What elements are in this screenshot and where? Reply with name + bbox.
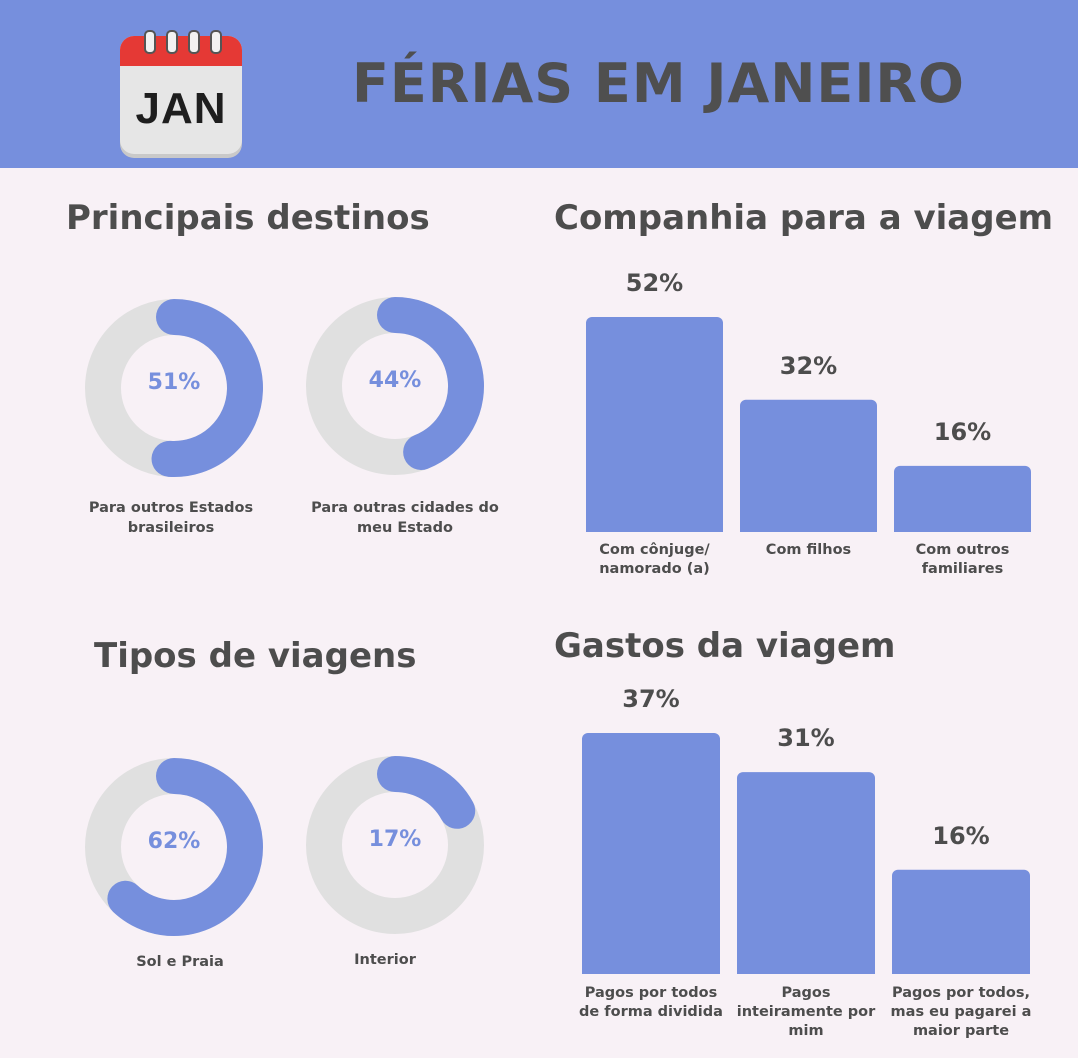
donut-value: 62% (147, 829, 201, 854)
header-banner: JAN FÉRIAS EM JANEIRO (0, 0, 1078, 168)
bar-category-label: Com filhos (765, 542, 852, 558)
donut-tipos-interior-svg (306, 756, 484, 934)
bar (737, 772, 875, 980)
donut-value: 44% (368, 368, 422, 393)
bar (892, 869, 1030, 980)
bar-value-label: 16% (933, 417, 992, 446)
bar-category-label: Com cônjuge/ namorado (a) (599, 542, 710, 577)
bar (894, 465, 1031, 538)
companhia-bars (585, 317, 1032, 540)
bar (740, 399, 877, 538)
bar-base-mask (585, 532, 724, 540)
bar-category-label: Pagos inteiramente por mim (736, 985, 876, 1039)
page-title: FÉRIAS EM JANEIRO (352, 52, 965, 115)
gastos-bars (581, 733, 1031, 982)
calendar-text: JAN (135, 84, 227, 133)
donut-destinos-estados: 51% (84, 298, 264, 478)
bar-category-label: Pagos por todos de forma dividida (579, 985, 723, 1020)
donut-tipos-interior: 17% (305, 755, 485, 935)
donut-arc (377, 756, 476, 829)
donut-value: 51% (147, 370, 201, 395)
bar (582, 733, 720, 980)
bar-base-mask (736, 974, 876, 982)
bar-value-label: 16% (932, 821, 990, 850)
bar-base-mask (893, 532, 1032, 540)
bar-base-mask (739, 532, 878, 540)
gastos-title: Gastos da viagem (554, 626, 896, 666)
donut-tipos-sol: 62% (84, 757, 264, 937)
bar-value-label: 52% (625, 269, 684, 297)
bar (586, 317, 723, 538)
donut-destinos-cidades-svg (306, 297, 484, 475)
donut-value: 17% (368, 827, 422, 852)
donut-destinos-cidades: 44% (305, 296, 485, 476)
donut-caption: Sol e Praia (136, 954, 224, 970)
donut-caption: Para outros Estados brasileiros (88, 500, 254, 536)
bar-category-label: Pagos por todos, mas eu pagarei a maior … (890, 985, 1032, 1039)
bar-base-mask (581, 974, 721, 982)
bar-value-label: 37% (622, 685, 680, 713)
bar-category-label: Com outros familiares (915, 542, 1010, 577)
donut-tipos-sol-svg (85, 758, 263, 936)
bar-value-label: 31% (777, 724, 835, 753)
bar-value-label: 32% (779, 351, 838, 380)
donut-arc (377, 297, 484, 471)
donut-arc (151, 299, 263, 477)
donut-arc (107, 758, 263, 936)
tipos-title: Tipos de viagens (94, 636, 417, 676)
destinos-title: Principais destinos (66, 198, 430, 238)
donut-caption: Para outras cidades do meu Estado (311, 500, 499, 536)
calendar-icon: JAN (120, 30, 244, 156)
donut-caption: Interior (354, 952, 416, 968)
bar-base-mask (891, 974, 1031, 982)
companhia-title: Companhia para a viagem (554, 198, 1054, 238)
donut-destinos-estados-svg (85, 299, 263, 477)
